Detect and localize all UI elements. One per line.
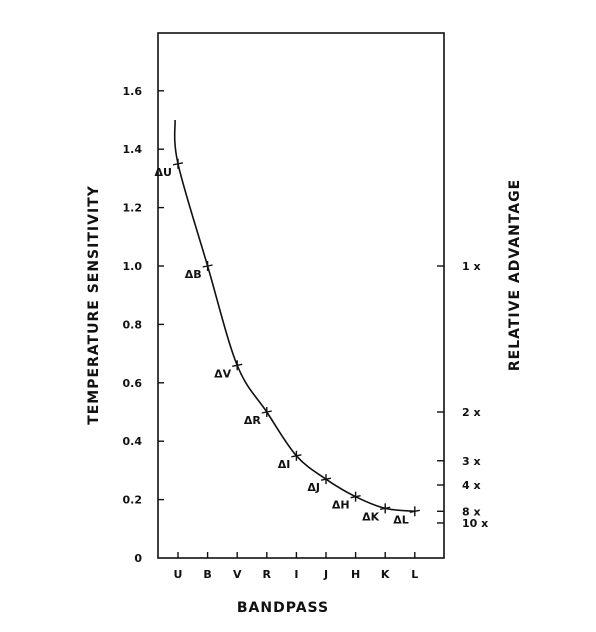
data-point-label: ΔR [244,414,262,427]
x-axis-title: BANDPASS [237,600,329,616]
data-point-label: ΔL [393,513,409,526]
data-point-label: ΔJ [307,481,320,494]
right-tick-label: 4 x [462,479,481,492]
right-tick-label: 2 x [462,406,481,419]
x-tick-label: R [263,568,272,581]
x-tick-label: J [323,568,328,581]
right-axis-ticks: 1 x 2 x 3 x 4 x 8 x10 x [437,260,488,530]
y-tick-label: 1.6 [123,85,143,98]
data-point-label: ΔU [155,166,172,179]
right-axis-title: RELATIVE ADVANTAGE [507,179,523,371]
x-tick-label: U [174,568,183,581]
x-tick-label: I [294,568,298,581]
right-tick-label: 3 x [462,455,481,468]
y-tick-label: 0.8 [123,318,143,331]
data-point-label: ΔI [278,458,291,471]
data-point-label: ΔK [362,510,380,523]
y-tick-label: 1.0 [123,260,143,273]
right-tick-label: 8 x [462,505,481,518]
right-tick-label: 1 x [462,260,481,273]
x-tick-label: B [203,568,211,581]
x-tick-label: L [411,568,418,581]
data-point-label: ΔV [214,367,232,380]
y-tick-label: 0 [134,552,142,565]
x-tick-label: K [381,568,390,581]
y-tick-label: 1.2 [123,202,143,215]
data-point-label: ΔH [332,499,350,512]
y-tick-label: 0.6 [123,377,143,390]
y-tick-label: 0.4 [123,435,143,448]
data-markers: ΔU ΔB ΔV ΔR ΔI ΔJ ΔH ΔK ΔL [155,158,420,526]
y-tick-label: 1.4 [123,143,143,156]
y-axis-ticks: 0 0.2 0.4 0.6 0.8 1.0 1.2 1.4 1.6 [123,85,164,565]
y-axis-title: TEMPERATURE SENSITIVITY [86,185,102,425]
data-point-label: ΔB [185,268,202,281]
plot-frame [157,32,445,559]
right-tick-label: 10 x [462,517,488,530]
x-tick-label: H [351,568,360,581]
y-tick-label: 0.2 [123,494,143,507]
x-tick-label: V [233,568,242,581]
sensitivity-curve [173,119,415,513]
